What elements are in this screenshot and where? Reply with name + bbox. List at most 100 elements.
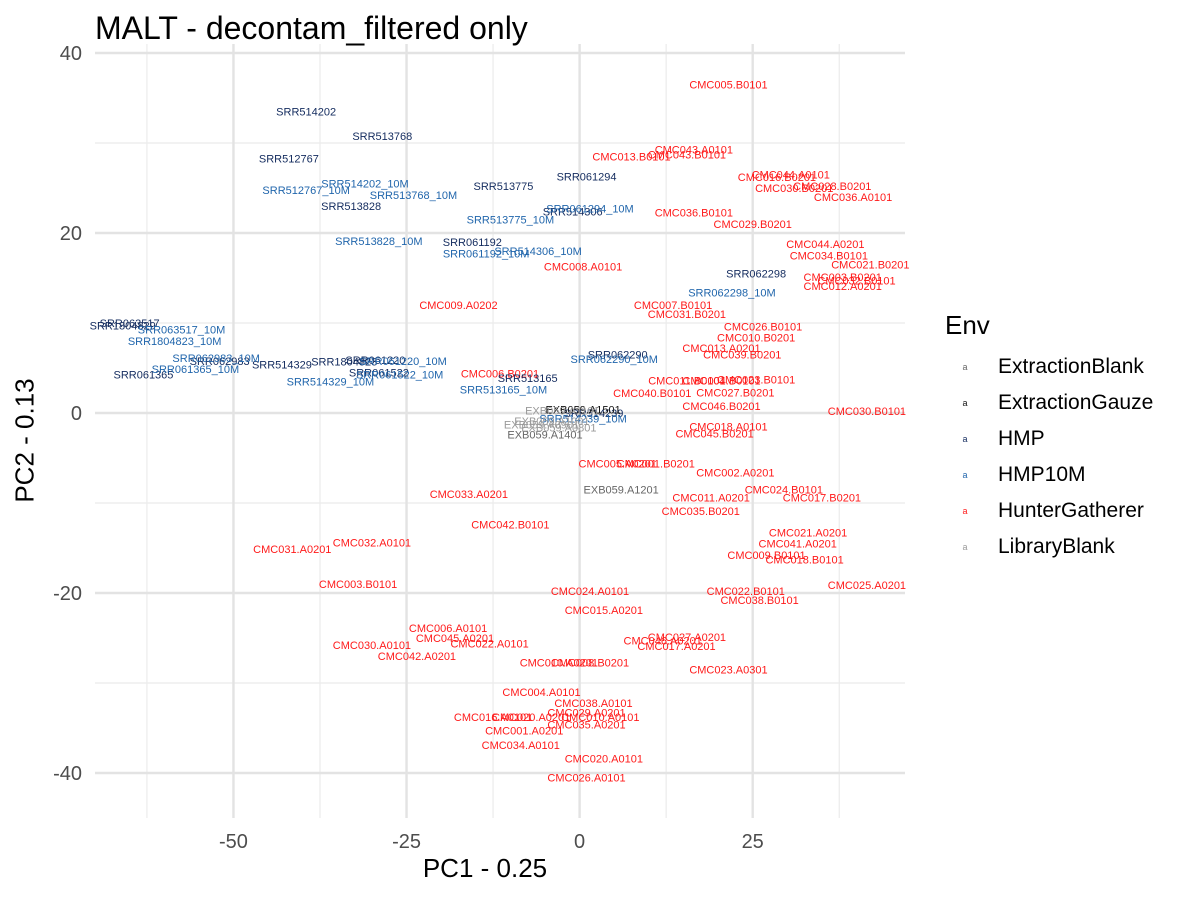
point-label: CMC017.A0201	[637, 641, 715, 653]
point-label: CMC020.A0201	[492, 712, 570, 724]
point-label: CMC028.B0201	[793, 181, 871, 193]
point-label: CMC004.A0101	[502, 687, 580, 699]
x-axis-ticks: -50 -25 0 25	[219, 831, 764, 853]
legend-item: a HMP10M	[945, 457, 1153, 493]
point-label: EXB059.A1501	[545, 404, 620, 416]
point-label: CMC016.A0101	[454, 712, 532, 724]
point-label: SRR062983	[190, 356, 250, 368]
point-label: SRR514306_10M	[494, 246, 581, 258]
point-label: CMC030.B0201	[755, 183, 833, 195]
point-label: SRR062983_10M	[172, 353, 259, 365]
point-label: CMC008.A0101	[544, 261, 622, 273]
point-label: SRR061522_10M	[356, 369, 443, 381]
legend-label: HMP10M	[998, 463, 1086, 486]
point-label: CMC011.B0101	[648, 376, 725, 388]
point-label: CMC036.A0101	[814, 192, 892, 204]
point-label: CMC042.A0201	[378, 651, 456, 663]
point-label: CMC043.B0101	[648, 150, 726, 162]
point-label: SRR513165	[498, 373, 558, 385]
point-label: CMC035.A0201	[547, 719, 625, 731]
point-label: SRR062298	[726, 269, 786, 281]
point-label: CMC031.A0201	[253, 544, 331, 556]
legend-item: a HunterGatherer	[945, 493, 1153, 529]
point-label: CMC022.B0101	[707, 586, 785, 598]
x-axis-label-text: PC1 - 0.25	[422, 853, 548, 883]
point-label: SRR062290	[588, 350, 648, 362]
legend-title: Env	[945, 310, 990, 340]
y-tick-label: -40	[53, 763, 82, 785]
y-tick-label: 20	[60, 223, 82, 245]
point-label: CMC046.A0201	[624, 636, 702, 648]
legend-key: a	[962, 470, 968, 480]
point-label: SRR063517	[100, 318, 160, 330]
point-label: CMC001.A0201	[485, 726, 563, 738]
legend-label: LibraryBlank	[998, 535, 1115, 558]
legend: Env a ExtractionBlank a ExtractionGauze a HMP…	[945, 310, 1153, 565]
point-label: SRR514239	[563, 408, 623, 420]
point-label: CMC038.A0101	[554, 698, 632, 710]
point-label: SRR513828_10M	[335, 236, 422, 248]
y-tick-label: 40	[60, 43, 82, 65]
point-label: EXB059.A0901	[504, 420, 579, 432]
point-label: CMC013.B0101	[592, 152, 670, 164]
point-label: CMC016.B0201	[738, 172, 816, 184]
point-label: SRR513828	[321, 201, 381, 213]
point-label: CMC010.B0201	[717, 332, 795, 344]
point-label: CMC010.A0201	[520, 657, 598, 669]
point-label: SRR061294	[557, 171, 617, 183]
point-label: CMC044.A0101	[752, 170, 830, 182]
point-label: SRR514329	[252, 359, 312, 371]
point-label: SRR061192_10M	[443, 249, 530, 261]
point-label: SRR513165_10M	[460, 385, 547, 397]
point-label: CMC025.A0201	[828, 580, 906, 592]
point-label: CMC008.B0201	[551, 657, 629, 669]
legend-item: a LibraryBlank	[945, 529, 1153, 565]
point-label: CMC002.A0201	[696, 467, 774, 479]
point-label: SRR514202_10M	[321, 179, 408, 191]
legend-key: a	[962, 542, 968, 552]
point-label: CMC029.A0201	[547, 708, 625, 720]
point-label: EXB059.A0801	[521, 422, 596, 434]
point-label: CMC024.B0101	[745, 485, 823, 497]
point-label: EXB059.A1201	[584, 485, 659, 497]
point-label: CMC030.A0101	[333, 640, 411, 652]
point-label: CMC003.B0101	[319, 579, 397, 591]
legend-key: a	[962, 362, 968, 372]
point-label: CMC006.B0201	[461, 368, 539, 380]
point-label: CMC018.A0101	[689, 422, 767, 434]
point-label: SRR514202	[276, 107, 336, 119]
point-label: CMC033.A0201	[430, 489, 508, 501]
point-label: CMC020.A0101	[565, 754, 643, 766]
point-label: CMC006.A0101	[409, 623, 487, 635]
point-label: SRR061220	[345, 355, 405, 367]
legend-items: a ExtractionBlank a ExtractionGauze a HMP a HMP…	[945, 349, 1153, 565]
data-labels: CMC005.B0101CMC043.A0101CMC013.B0101CMC0…	[90, 80, 910, 785]
x-axis-label: PC1 - 0.25	[0, 853, 1200, 884]
point-label: CMC032.A0101	[333, 538, 411, 550]
point-label: CMC009.A0202	[419, 300, 497, 312]
point-label: SRR062290_10M	[571, 354, 658, 366]
point-label: CMC029.B0201	[714, 219, 792, 231]
point-label: CMC034.B0101	[790, 251, 868, 263]
point-label: CMC011.A0201	[672, 493, 749, 505]
point-label: SRR1804823	[311, 357, 377, 369]
point-label: CMC041.A0201	[759, 539, 837, 551]
point-label: CMC039.B0201	[703, 350, 781, 362]
point-label: SRR513768	[352, 131, 412, 143]
x-tick-label: -25	[392, 831, 421, 853]
point-label: CMC023.B0101	[717, 375, 795, 387]
point-label: CMC009.B0101	[727, 550, 805, 562]
point-label: CMC018.B0101	[765, 555, 843, 567]
legend-label: ExtractionGauze	[998, 391, 1154, 414]
legend-label: HunterGatherer	[998, 499, 1144, 522]
point-label: CMC027.B0201	[696, 387, 774, 399]
legend-item: a ExtractionBlank	[945, 349, 1153, 385]
legend-label: ExtractionBlank	[998, 355, 1144, 378]
point-label: CMC036.B0101	[655, 207, 733, 219]
point-label: SRR061522	[349, 368, 409, 380]
legend-key: a	[962, 434, 968, 444]
point-label: SRR512767	[259, 153, 319, 165]
x-tick-label: -50	[219, 831, 248, 853]
x-tick-label: 0	[574, 831, 585, 853]
